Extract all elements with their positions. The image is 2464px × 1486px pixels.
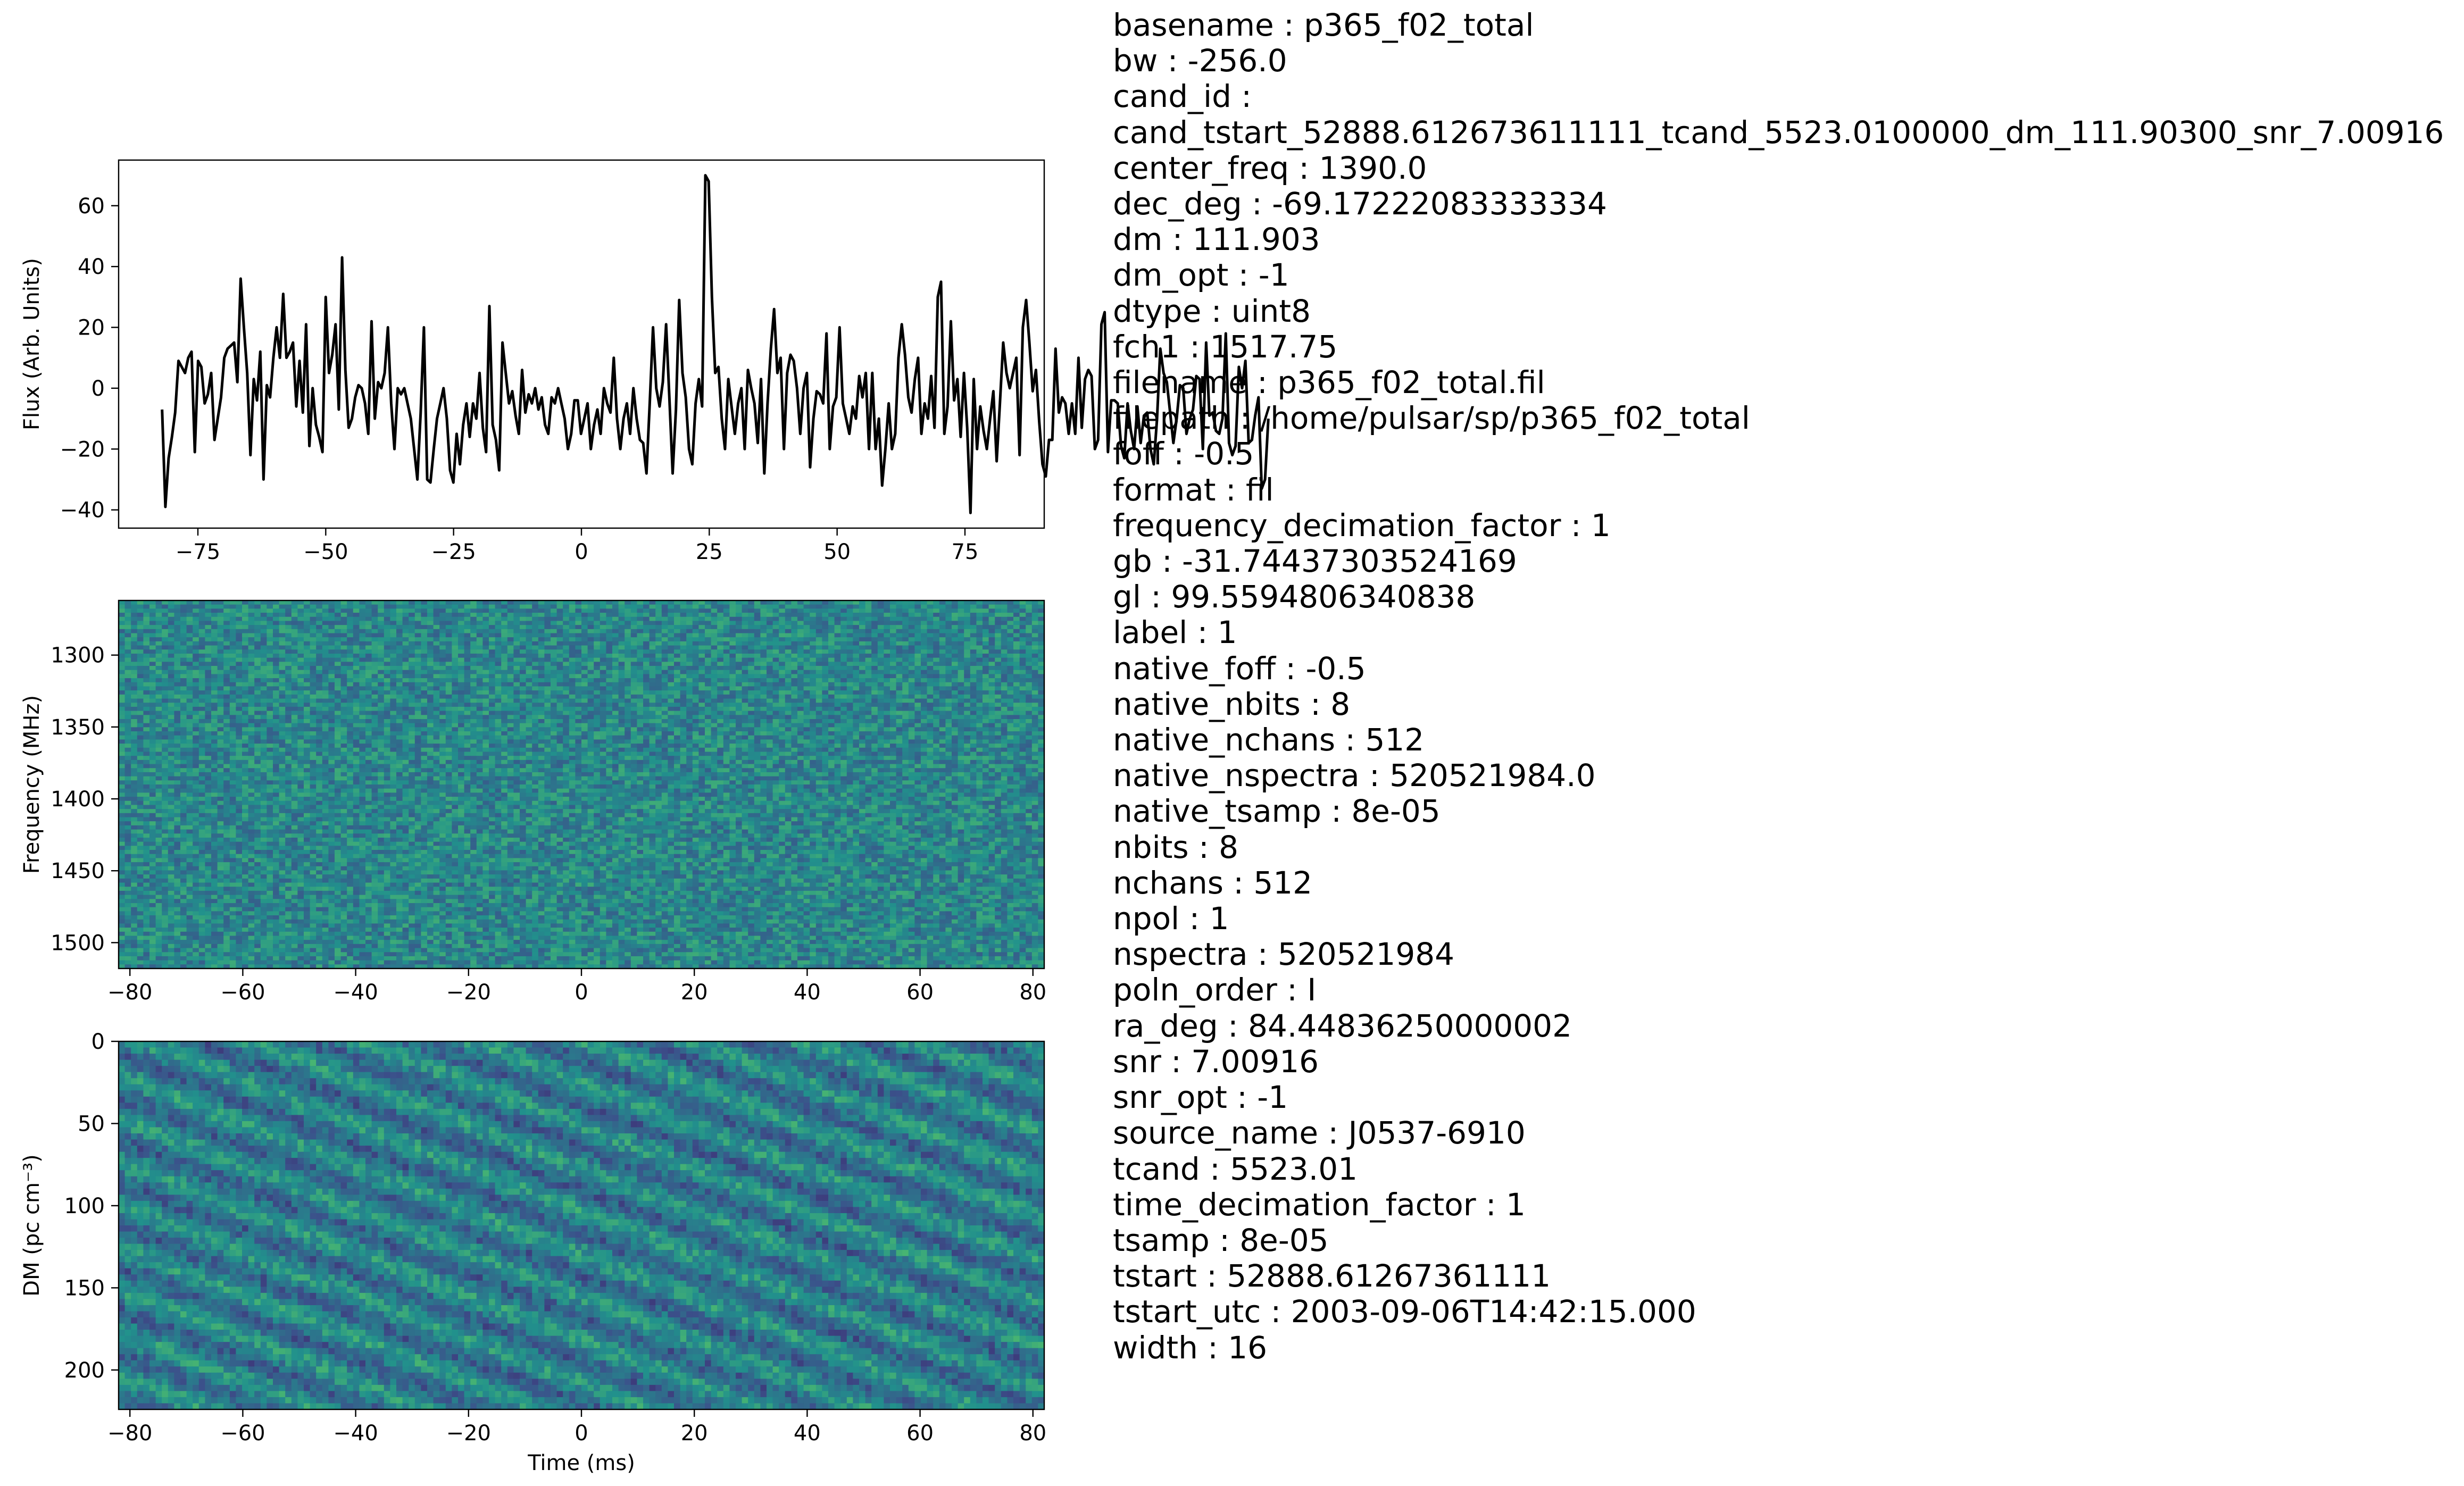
x-tick-label-0-4: 25 <box>696 540 723 564</box>
x-axis-label-2: Time (ms) <box>527 1451 635 1475</box>
metadata-line: source_name : J0537-6910 <box>1113 1115 2459 1151</box>
y-tick-label-0-4: 40 <box>78 255 105 279</box>
panel-0-frame <box>118 159 1045 529</box>
metadata-line: native_nchans : 512 <box>1113 722 2459 758</box>
metadata-line: tcand : 5523.01 <box>1113 1151 2459 1187</box>
metadata-line: dtype : uint8 <box>1113 293 2459 329</box>
metadata-line: native_nbits : 8 <box>1113 686 2459 722</box>
y-tick-label-2-2: 100 <box>64 1194 105 1218</box>
x-tick-label-2-0: −80 <box>107 1421 152 1446</box>
metadata-line: nspectra : 520521984 <box>1113 937 2459 972</box>
heatmap-cells-2 <box>119 1041 1044 1409</box>
y-tick-label-0-3: 20 <box>78 316 105 340</box>
y-tick-label-1-0: 1300 <box>51 644 105 668</box>
metadata-line: npol : 1 <box>1113 900 2459 937</box>
metadata-line: frequency_decimation_factor : 1 <box>1113 507 2459 544</box>
x-tick-label-2-4: 0 <box>575 1421 588 1446</box>
metadata-line: cand_tstart_52888.612673611111_tcand_552… <box>1113 114 2459 151</box>
metadata-line: gb : -31.74437303524169 <box>1113 543 2459 579</box>
x-tick-label-1-6: 40 <box>794 980 821 1005</box>
metadata-line: dm_opt : -1 <box>1113 257 2459 293</box>
y-tick-label-0-1: −20 <box>60 437 105 462</box>
metadata-line: tstart_utc : 2003-09-06T14:42:15.000 <box>1113 1294 2459 1330</box>
x-tick-label-0-3: 0 <box>575 540 588 564</box>
metadata-line: filename : p365_f02_total.fil <box>1113 364 2459 400</box>
metadata-line: cand_id : <box>1113 79 2459 114</box>
y-tick-label-1-1: 1350 <box>51 715 105 740</box>
x-tick-label-0-1: −50 <box>303 540 348 564</box>
y-tick-label-2-3: 150 <box>64 1276 105 1300</box>
y-tick-label-0-0: −40 <box>60 498 105 523</box>
y-axis-label-0: Flux (Arb. Units) <box>20 258 44 430</box>
panel-2-heatmap <box>119 1041 1044 1409</box>
metadata-line: dec_deg : -69.17222083333334 <box>1113 186 2459 222</box>
metadata-line: snr : 7.00916 <box>1113 1043 2459 1080</box>
metadata-line: poln_order : I <box>1113 972 2459 1008</box>
metadata-line: basename : p365_f02_total <box>1113 7 2459 43</box>
metadata-line: format : fil <box>1113 472 2459 508</box>
y-axis-label-1: Frequency (MHz) <box>20 695 44 874</box>
metadata-line: fch1 : 1517.75 <box>1113 329 2459 365</box>
x-tick-label-0-5: 50 <box>823 540 851 564</box>
x-tick-label-2-1: −60 <box>220 1421 265 1446</box>
x-tick-label-2-7: 60 <box>906 1421 934 1446</box>
metadata-line: tstart : 52888.61267361111 <box>1113 1258 2459 1294</box>
panel-1-heatmap <box>119 600 1044 969</box>
y-tick-label-0-5: 60 <box>78 194 105 219</box>
metadata-line: snr_opt : -1 <box>1113 1079 2459 1115</box>
x-tick-label-1-8: 80 <box>1019 980 1046 1005</box>
x-tick-label-0-2: −25 <box>431 540 476 564</box>
metadata-line: native_nspectra : 520521984.0 <box>1113 758 2459 794</box>
y-tick-label-2-1: 50 <box>78 1112 105 1136</box>
metadata-line: tsamp : 8e-05 <box>1113 1222 2459 1258</box>
metadata-line: dm : 111.903 <box>1113 222 2459 257</box>
x-tick-label-2-2: −40 <box>333 1421 378 1446</box>
metadata-line: nbits : 8 <box>1113 829 2459 865</box>
y-axis-label-2: DM (pc cm⁻³) <box>20 1154 44 1296</box>
x-tick-label-1-1: −60 <box>220 980 265 1005</box>
metadata-line: width : 16 <box>1113 1330 2459 1366</box>
x-tick-label-0-0: −75 <box>176 540 220 564</box>
flux-timeseries-line <box>161 174 1270 514</box>
x-tick-label-1-4: 0 <box>575 980 588 1005</box>
x-tick-label-2-6: 40 <box>794 1421 821 1446</box>
x-tick-label-1-2: −40 <box>333 980 378 1005</box>
panel-2-axes: −80 −60 −40 −20 0 20 40 60 80 0 50 100 150 200 DM (pc … <box>20 1030 1046 1475</box>
candidate-metadata-panel: basename : p365_f02_total bw : -256.0 cand… <box>1113 7 2459 1366</box>
metadata-line: native_foff : -0.5 <box>1113 650 2459 687</box>
y-tick-label-1-2: 1400 <box>51 787 105 812</box>
x-tick-label-1-0: −80 <box>107 980 152 1005</box>
y-tick-label-2-4: 200 <box>64 1358 105 1383</box>
metadata-line: center_freq : 1390.0 <box>1113 150 2459 186</box>
metadata-line: foff : -0.5 <box>1113 436 2459 472</box>
metadata-line: label : 1 <box>1113 615 2459 650</box>
metadata-line: time_decimation_factor : 1 <box>1113 1187 2459 1223</box>
panel-1-axes: −80 −60 −40 −20 0 20 40 60 80 1300 1350 1400 1450 150… <box>20 599 1046 1005</box>
metadata-line: bw : -256.0 <box>1113 43 2459 79</box>
panel-0-axes: −75 −50 −25 0 25 50 75 −40 −20 0 20 40 60 Flux (Arb. … <box>20 159 1045 564</box>
y-tick-label-1-4: 1500 <box>51 931 105 955</box>
metadata-line: ra_deg : 84.44836250000002 <box>1113 1008 2459 1044</box>
y-tick-label-2-0: 0 <box>91 1030 105 1054</box>
y-tick-label-1-3: 1450 <box>51 859 105 883</box>
metadata-line: gl : 99.5594806340838 <box>1113 579 2459 615</box>
metadata-line: filepath : /home/pulsar/sp/p365_f02_tota… <box>1113 400 2459 436</box>
metadata-line: native_tsamp : 8e-05 <box>1113 794 2459 829</box>
x-tick-label-2-5: 20 <box>681 1421 708 1446</box>
heatmap-cells-1 <box>119 600 1044 969</box>
x-tick-label-2-3: −20 <box>446 1421 491 1446</box>
y-tick-label-0-2: 0 <box>91 377 105 401</box>
metadata-line: nchans : 512 <box>1113 865 2459 901</box>
x-tick-label-0-6: 75 <box>952 540 979 564</box>
x-tick-label-2-8: 80 <box>1019 1421 1046 1446</box>
x-tick-label-1-3: −20 <box>446 980 491 1005</box>
x-tick-label-1-5: 20 <box>681 980 708 1005</box>
x-tick-label-1-7: 60 <box>906 980 934 1005</box>
